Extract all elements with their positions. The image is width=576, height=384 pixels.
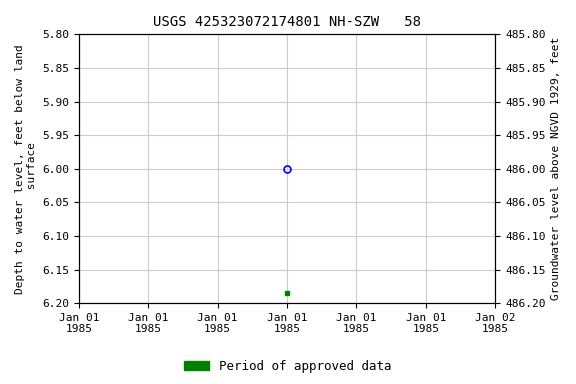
- Y-axis label: Depth to water level, feet below land
 surface: Depth to water level, feet below land su…: [15, 44, 37, 294]
- Legend: Period of approved data: Period of approved data: [179, 355, 397, 378]
- Title: USGS 425323072174801 NH-SZW   58: USGS 425323072174801 NH-SZW 58: [153, 15, 421, 29]
- Y-axis label: Groundwater level above NGVD 1929, feet: Groundwater level above NGVD 1929, feet: [551, 37, 561, 300]
